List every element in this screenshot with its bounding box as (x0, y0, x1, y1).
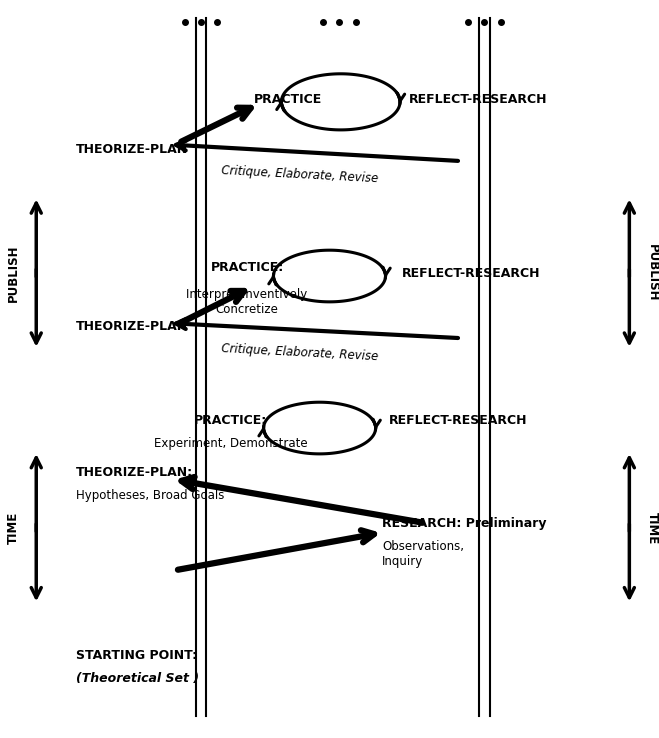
Text: REFLECT-RESEARCH: REFLECT-RESEARCH (389, 414, 527, 427)
Text: THEORIZE-PLAN:: THEORIZE-PLAN: (76, 466, 193, 479)
Text: PRACTICE: PRACTICE (254, 93, 322, 106)
Text: TIME: TIME (7, 511, 20, 544)
Text: PUBLISH: PUBLISH (646, 244, 659, 302)
Text: Observations,
Inquiry: Observations, Inquiry (382, 540, 464, 568)
Text: TIME: TIME (646, 511, 659, 544)
Text: Hypotheses, Broad Goals: Hypotheses, Broad Goals (76, 489, 224, 502)
Text: Experiment, Demonstrate: Experiment, Demonstrate (154, 437, 308, 450)
Text: STARTING POINT:: STARTING POINT: (76, 649, 197, 662)
Text: REFLECT-RESEARCH: REFLECT-RESEARCH (409, 93, 547, 106)
Text: THEORIZE-PLAN: THEORIZE-PLAN (76, 320, 188, 333)
Text: PRACTICE:: PRACTICE: (210, 261, 284, 275)
Text: Critique, Elaborate, Revise: Critique, Elaborate, Revise (221, 342, 379, 364)
Text: THEORIZE-PLAN: THEORIZE-PLAN (76, 143, 188, 156)
Text: PUBLISH: PUBLISH (7, 244, 20, 302)
Text: REFLECT-RESEARCH: REFLECT-RESEARCH (402, 266, 540, 280)
Text: Interpret Inventively
Concretize: Interpret Inventively Concretize (186, 288, 308, 316)
Text: RESEARCH: Preliminary: RESEARCH: Preliminary (382, 517, 547, 531)
Text: (Theoretical Set ): (Theoretical Set ) (76, 672, 199, 685)
Text: PRACTICE:: PRACTICE: (194, 414, 268, 427)
Text: Critique, Elaborate, Revise: Critique, Elaborate, Revise (221, 164, 379, 185)
